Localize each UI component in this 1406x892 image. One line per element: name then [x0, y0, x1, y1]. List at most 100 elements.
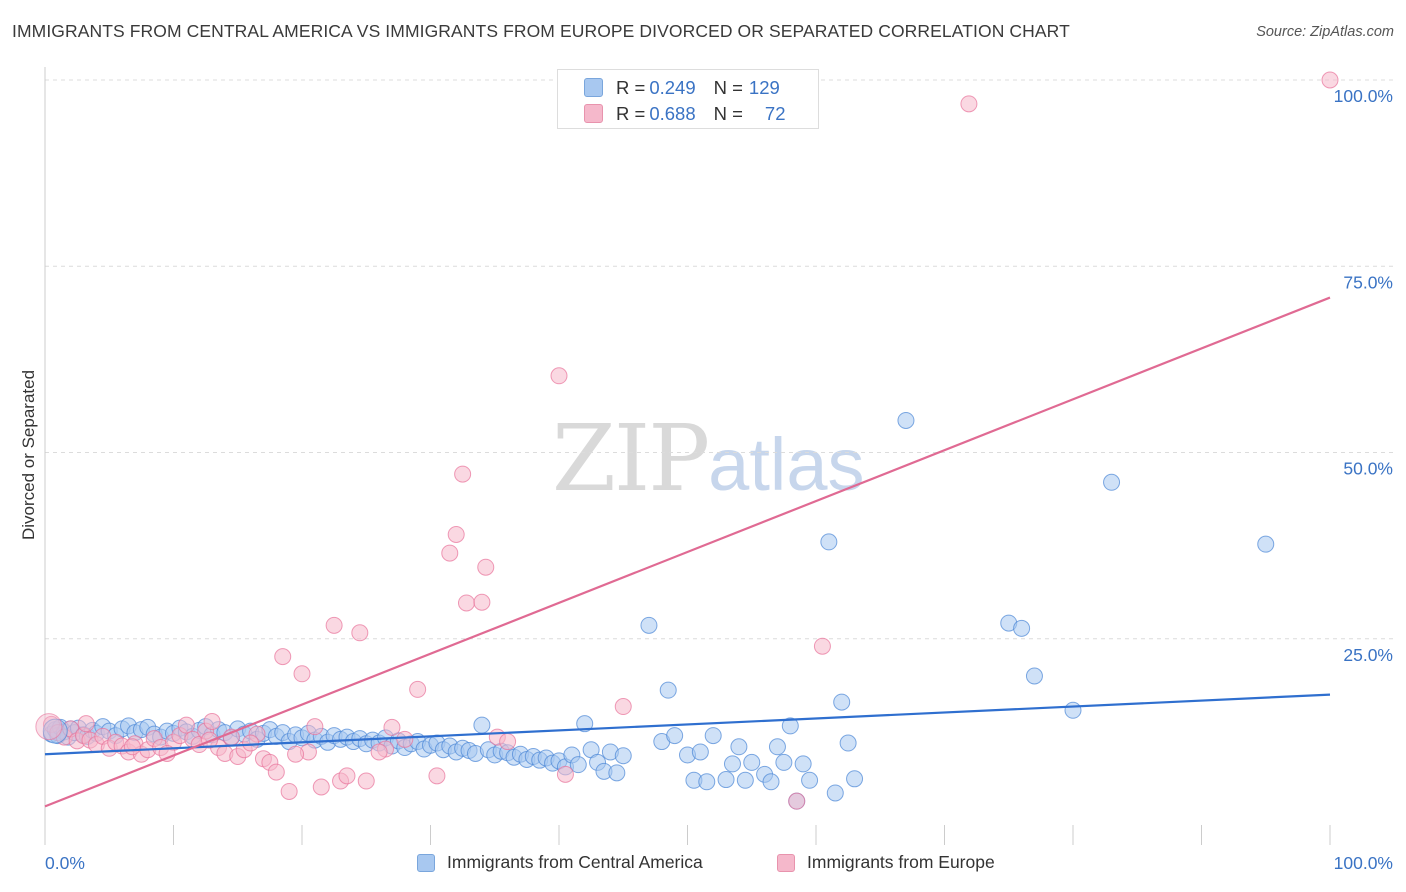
point-europe [177, 716, 195, 734]
point-europe [813, 637, 831, 655]
point-central-america [569, 756, 587, 774]
point-europe [203, 712, 221, 730]
legend-item-europe[interactable]: Immigrants from Europe [777, 852, 995, 873]
r-value: 0.688 [649, 103, 696, 124]
watermark: ZIPatlas [552, 405, 864, 512]
point-central-america [704, 727, 722, 745]
point-central-america [614, 747, 632, 765]
axes [44, 67, 1331, 845]
point-europe [357, 772, 375, 790]
r-label: R = [616, 103, 646, 124]
point-europe [960, 95, 978, 113]
point-central-america [730, 738, 748, 756]
point-central-america [801, 771, 819, 789]
point-central-america [698, 773, 716, 791]
point-central-america [768, 738, 786, 756]
point-europe [280, 782, 298, 800]
point-central-america [723, 755, 741, 773]
point-central-america [781, 717, 799, 735]
legend-label-central-america: Immigrants from Central America [447, 852, 703, 872]
point-europe [788, 792, 806, 810]
legend-swatch-central-america [417, 853, 435, 872]
point-europe [396, 730, 414, 748]
point-europe [338, 767, 356, 785]
legend-swatch-europe [777, 853, 795, 872]
n-value: 129 [748, 77, 780, 98]
watermark-zip: ZIP [552, 405, 710, 512]
point-central-america [846, 770, 864, 788]
point-europe [325, 616, 343, 634]
x-tick-label: 100.0% [1334, 853, 1393, 873]
point-europe [457, 594, 475, 612]
point-central-america [1064, 701, 1082, 719]
point-central-america [826, 784, 844, 802]
y-axis-label: Divorced or Separated [19, 370, 38, 540]
point-europe [477, 558, 495, 576]
point-central-america [1103, 473, 1121, 491]
point-europe [370, 743, 388, 761]
point-europe [351, 624, 369, 642]
r-value: 0.249 [649, 77, 696, 98]
point-europe [267, 763, 285, 781]
point-central-america [839, 734, 857, 752]
point-central-america [576, 715, 594, 733]
point-europe [428, 767, 446, 785]
point-central-america [775, 753, 793, 771]
point-central-america [666, 727, 684, 745]
stats-legend-row-europe: R = 0.688 N = 72 [616, 102, 786, 126]
point-central-america [659, 681, 677, 699]
point-central-america [897, 411, 915, 429]
trend-line-europe [44, 296, 1331, 808]
point-central-america [473, 716, 491, 734]
n-value: 72 [764, 103, 786, 124]
grid-lines [45, 79, 1395, 640]
point-europe [454, 465, 472, 483]
n-label: N = [713, 103, 743, 124]
point-europe [35, 713, 63, 741]
point-central-america [762, 773, 780, 791]
point-europe [383, 718, 401, 736]
stats-legend: R = 0.249 N = 129 R = 0.688 N = 72 [557, 69, 819, 129]
point-central-america [820, 533, 838, 551]
y-tick-label: 25.0% [1343, 645, 1393, 665]
point-europe [77, 715, 95, 733]
tick-labels: 25.0% 50.0% 75.0% 100.0% 0.0% 100.0% [45, 86, 1393, 873]
stats-legend-row-central-america: R = 0.249 N = 129 [616, 76, 780, 100]
y-tick-label: 50.0% [1343, 459, 1393, 479]
point-europe [556, 765, 574, 783]
point-central-america [1025, 667, 1043, 685]
stats-legend-swatch-europe [584, 104, 603, 123]
chart-title: IMMIGRANTS FROM CENTRAL AMERICA VS IMMIG… [12, 21, 1070, 41]
point-central-america [608, 764, 626, 782]
point-central-america [1013, 619, 1031, 637]
source-label: Source: ZipAtlas.com [1256, 24, 1394, 40]
data-points [35, 71, 1339, 810]
x-tick-label: 0.0% [45, 853, 85, 873]
point-europe [409, 680, 427, 698]
legend-item-central-america[interactable]: Immigrants from Central America [417, 852, 703, 873]
point-central-america [833, 693, 851, 711]
point-central-america [691, 743, 709, 761]
point-europe [499, 733, 517, 751]
point-europe [293, 665, 311, 683]
y-tick-label: 75.0% [1343, 272, 1393, 292]
point-europe [1321, 71, 1339, 89]
point-europe [473, 593, 491, 611]
point-central-america [794, 755, 812, 773]
trend-line-central-america [44, 693, 1331, 756]
point-europe [441, 544, 459, 562]
point-europe [242, 734, 260, 752]
point-europe [614, 698, 632, 716]
point-europe [274, 648, 292, 666]
n-label: N = [713, 77, 743, 98]
point-central-america [743, 753, 761, 771]
point-central-america [640, 616, 658, 634]
point-europe [287, 745, 305, 763]
series-legend: Immigrants from Central America Immigran… [0, 852, 1406, 878]
point-europe [550, 367, 568, 385]
point-central-america [1257, 535, 1275, 553]
y-tick-label: 100.0% [1334, 86, 1393, 106]
legend-label-europe: Immigrants from Europe [807, 852, 995, 872]
point-europe [312, 778, 330, 796]
